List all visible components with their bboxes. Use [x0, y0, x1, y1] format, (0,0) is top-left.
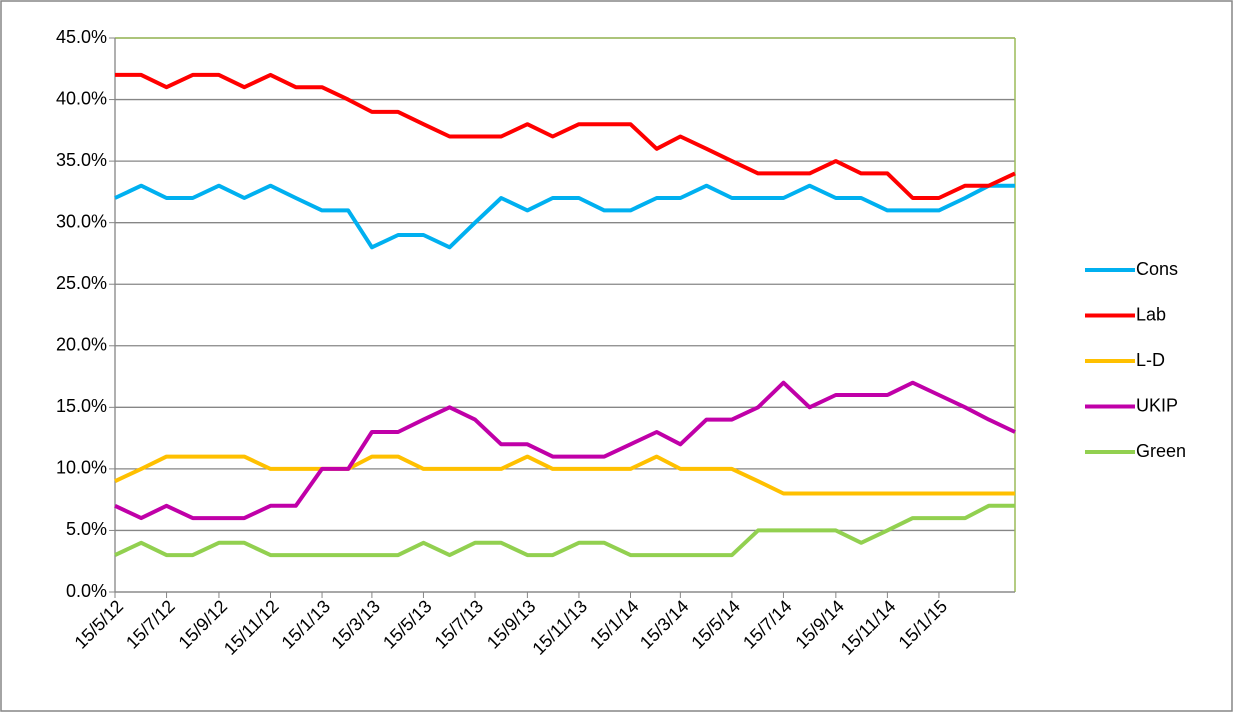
series-line	[114, 183, 1015, 250]
y-tick-label: 0.0%	[66, 581, 107, 601]
legend-label: L-D	[1136, 350, 1165, 370]
y-tick-label: 35.0%	[56, 150, 107, 170]
y-tick-label: 30.0%	[56, 211, 107, 231]
series-line	[114, 380, 1016, 521]
y-tick-label: 10.0%	[56, 458, 107, 478]
series-line	[115, 72, 1016, 200]
legend-label: Lab	[1136, 304, 1166, 324]
legend-label: Cons	[1136, 259, 1178, 279]
y-tick-label: 45.0%	[56, 27, 107, 47]
series-line	[114, 503, 1015, 558]
y-tick-label: 25.0%	[56, 273, 107, 293]
y-tick-label: 15.0%	[56, 396, 107, 416]
y-tick-label: 40.0%	[56, 88, 107, 108]
legend-label: Green	[1136, 441, 1186, 461]
legend-label: UKIP	[1136, 395, 1178, 415]
series-line	[114, 454, 1015, 496]
y-tick-label: 20.0%	[56, 335, 107, 355]
y-tick-label: 5.0%	[66, 519, 107, 539]
